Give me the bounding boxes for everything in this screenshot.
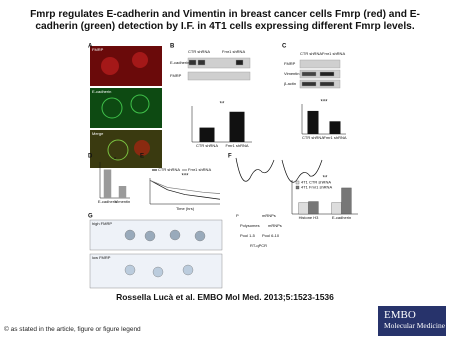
x-tick-label: E-cadherin xyxy=(98,199,117,204)
panel-label: A xyxy=(88,44,93,50)
panel-text: FMRP xyxy=(284,61,296,66)
annotation: ** xyxy=(323,176,328,182)
legend-label: 4T1 CTR shRNA xyxy=(301,180,331,185)
legend-swatch xyxy=(295,185,300,190)
bar xyxy=(199,127,215,142)
panel-g-diagram xyxy=(89,219,223,289)
annotation: *** xyxy=(181,174,189,180)
bar xyxy=(331,202,342,215)
bar xyxy=(103,169,112,198)
panel-text: low FMRP xyxy=(92,255,111,260)
logo-line: EMBO xyxy=(384,309,416,321)
bar xyxy=(329,121,341,134)
panel-label: F xyxy=(228,154,232,160)
footer: © as stated in the article, figure or fi… xyxy=(4,326,141,333)
logo-line: Molecular Medicine xyxy=(384,321,446,330)
legend-label: 4T1 Fmr1 shRNA xyxy=(301,185,332,190)
bar xyxy=(118,186,127,198)
panel-label: B xyxy=(170,44,175,50)
line xyxy=(149,180,221,194)
panel-label: D xyxy=(88,154,93,160)
panel-text: Pool 1-5 xyxy=(240,233,256,238)
citation: Rossella Lucà et al. EMBO Mol Med. 2013;… xyxy=(116,292,334,302)
x-axis-label: Time (hrs) xyxy=(176,206,195,211)
x-tick-label: CTR shRNA xyxy=(302,135,324,140)
bar xyxy=(341,187,352,215)
annotation: ** xyxy=(220,102,225,108)
panel-text: E-cadherin xyxy=(170,60,189,65)
legend-swatch xyxy=(295,180,300,185)
panel-text: RT-qPCR xyxy=(250,243,267,248)
polysome-profiles xyxy=(235,157,323,183)
panel-a-images xyxy=(90,46,162,168)
panel-label: G xyxy=(88,214,93,220)
bar xyxy=(298,202,309,215)
panel-label: C xyxy=(282,44,287,50)
bar xyxy=(229,111,245,142)
panel-text: Fmr1 shRNA xyxy=(222,49,245,54)
panel-text: Polysomes xyxy=(240,223,260,228)
annotation: *** xyxy=(320,100,328,106)
panel-text: Fmr1 shRNA xyxy=(322,51,345,56)
panel-text: CTR shRNA xyxy=(300,51,322,56)
bar xyxy=(307,110,319,134)
panel-text: β-actin xyxy=(284,81,296,86)
x-tick-label: CTR shRNA xyxy=(196,143,218,148)
x-tick-label: Fmr1 shRNA xyxy=(225,143,248,148)
panel-label: E xyxy=(140,154,144,160)
panel-text: mRNPs xyxy=(262,213,276,218)
annotation: * xyxy=(114,158,117,164)
slide-title: Fmrp regulates E‐cadherin and Vimentin i… xyxy=(30,9,420,32)
panel-text: E-cadherin xyxy=(92,89,111,94)
legend-label: CTR shRNA xyxy=(158,167,180,172)
line xyxy=(149,180,221,200)
panel-text: FMRP xyxy=(92,47,104,52)
panel-text: FMRP xyxy=(170,73,182,78)
bar xyxy=(308,201,319,215)
x-tick-label: Histone H3 xyxy=(299,215,320,220)
panel-text: mRNPs xyxy=(268,223,282,228)
panel-text: Pool 6-10 xyxy=(262,233,280,238)
panel-text: Merge xyxy=(92,131,104,136)
x-tick-label: Fmr1 shRNA xyxy=(323,135,346,140)
x-tick-label: E-cadherin xyxy=(332,215,351,220)
panel-text: P xyxy=(236,213,239,218)
blots xyxy=(187,57,341,89)
logo: EMBO Molecular Medicine xyxy=(378,306,446,336)
panel-text: high FMRP xyxy=(92,221,112,226)
panel-text: Vimentin xyxy=(284,71,300,76)
legend-label: Fmr1 shRNA xyxy=(188,167,211,172)
x-tick-label: Vimentin xyxy=(115,199,131,204)
panel-text: CTR shRNA xyxy=(188,49,210,54)
